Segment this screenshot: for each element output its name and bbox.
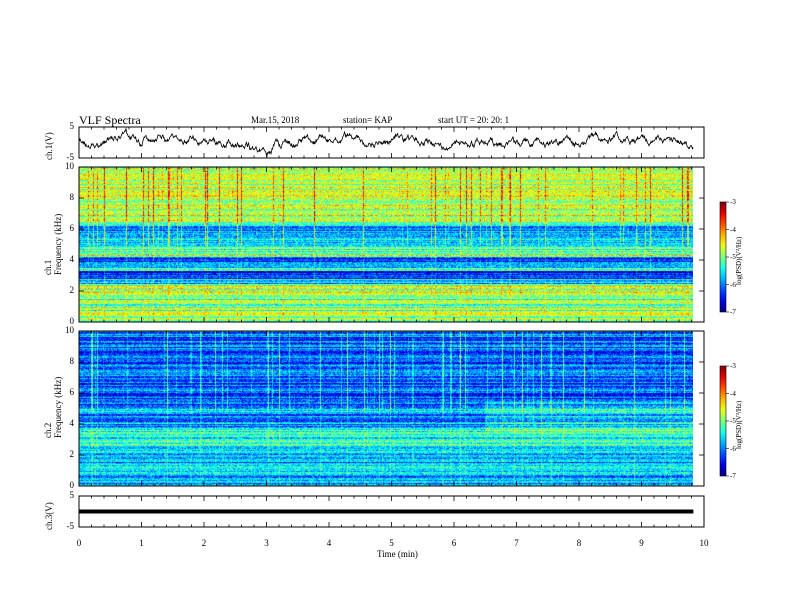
x-tick-label: 5 xyxy=(389,538,394,548)
panel3-ytick-label: 8 xyxy=(69,356,75,366)
start-time-label: start UT = 20: 20: 1 xyxy=(438,115,510,125)
figure-title: VLF Spectra xyxy=(79,113,141,127)
ch2-frequency-ylabel-line2: Frequency (kHz) xyxy=(53,376,63,438)
ch1-voltage-trace xyxy=(78,127,694,158)
panel2-ytick-label: 2 xyxy=(69,285,75,295)
colorbar-ch2-tick-label: -5 xyxy=(730,417,736,425)
x-tick-label: 9 xyxy=(639,538,644,548)
x-tick-label: 2 xyxy=(201,538,207,548)
spectrogram-ch2-canvas-wrap xyxy=(79,331,693,486)
ch2-frequency-ylabel-line1: ch.2 xyxy=(43,422,53,438)
panel2-ytick-label: 4 xyxy=(69,254,75,264)
panel1-ytick-label: -5 xyxy=(66,152,75,162)
colorbar-ch1-label: log(PSD)(V²/Hz) xyxy=(735,236,743,285)
ch1-frequency-ylabel-line1: ch.1 xyxy=(43,259,53,275)
panel4-ytick-label: 5 xyxy=(69,490,75,500)
colorbar-ch2-tick-label: -4 xyxy=(730,389,736,398)
panel3-ytick-label: 6 xyxy=(69,387,75,397)
colorbar-ch2-tick-label: -7 xyxy=(730,472,736,480)
spectrogram-ch1-canvas-wrap xyxy=(79,167,693,322)
x-axis-label: Time (min) xyxy=(377,549,418,559)
x-tick-label: 10 xyxy=(699,538,709,548)
panel2-ytick-label: 6 xyxy=(69,223,75,233)
colorbar-ch2 xyxy=(719,365,727,477)
colorbar-ch1 xyxy=(719,201,727,313)
colorbar-ch1-tick-label: -5 xyxy=(730,253,736,261)
colorbar-ch1-tick-label: -3 xyxy=(730,198,736,206)
colorbar-ch2-label: log(PSD)(V²/Hz) xyxy=(735,400,743,449)
spectrogram-ch2-image xyxy=(79,331,693,486)
panel4-ytick-label: -5 xyxy=(66,521,75,531)
x-tick-label: 0 xyxy=(76,538,82,548)
panel3-ytick-label: 10 xyxy=(65,325,74,335)
ch3-voltage-ylabel: ch.3(V) xyxy=(44,502,54,530)
panel2-ytick-label: 10 xyxy=(65,161,74,171)
x-tick-label: 4 xyxy=(326,538,332,548)
panel1-ytick-label: 5 xyxy=(69,121,75,131)
colorbar-ch1-tick-label: -7 xyxy=(730,308,736,316)
date-label: Mar.15, 2018 xyxy=(251,115,300,125)
panel2-ytick-label: 8 xyxy=(69,192,75,202)
x-tick-label: 3 xyxy=(264,538,269,548)
colorbar-ch2-tick-label: -3 xyxy=(730,362,736,370)
panel3-ytick-label: 4 xyxy=(69,418,75,428)
panel3-ytick-label: 2 xyxy=(69,449,75,459)
x-tick-label: 6 xyxy=(451,538,457,548)
panel2-ytick-label: 0 xyxy=(69,316,75,326)
station-label: station= KAP xyxy=(343,115,393,125)
ch3-voltage-trace xyxy=(79,509,694,514)
x-tick-label: 8 xyxy=(576,538,582,548)
ch1-voltage-ylabel: ch.1(V) xyxy=(44,132,54,160)
panel3-ytick-label: 0 xyxy=(69,480,75,490)
spectrogram-ch1-image xyxy=(79,167,693,322)
x-tick-label: 7 xyxy=(514,538,519,548)
colorbar-ch1-tick-label: -4 xyxy=(730,225,736,234)
ch2-frequency-ylabel: ch.2 Frequency (kHz) xyxy=(43,377,63,438)
colorbar-ch2-tick-label: -6 xyxy=(730,444,736,453)
colorbar-ch1-tick-label: -6 xyxy=(730,280,736,289)
x-tick-label: 1 xyxy=(139,538,144,548)
